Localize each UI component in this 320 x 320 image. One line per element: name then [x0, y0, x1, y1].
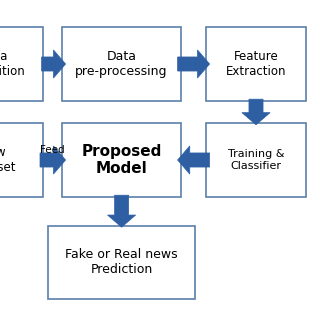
- Text: Data
pre-processing: Data pre-processing: [75, 50, 168, 78]
- Polygon shape: [178, 50, 210, 78]
- FancyBboxPatch shape: [48, 226, 195, 299]
- Polygon shape: [108, 195, 136, 227]
- FancyBboxPatch shape: [0, 27, 43, 101]
- Text: Fake or Real news
Prediction: Fake or Real news Prediction: [65, 248, 178, 276]
- Text: Feed: Feed: [41, 145, 65, 155]
- Text: Proposed
Model: Proposed Model: [81, 144, 162, 176]
- FancyBboxPatch shape: [206, 27, 306, 101]
- Text: New
Dataset: New Dataset: [0, 146, 17, 174]
- FancyBboxPatch shape: [62, 27, 181, 101]
- Text: Feature
Extraction: Feature Extraction: [226, 50, 286, 78]
- Polygon shape: [40, 146, 66, 174]
- Text: Data
Acquisition: Data Acquisition: [0, 50, 26, 78]
- FancyBboxPatch shape: [62, 123, 181, 197]
- Text: Training &
Classifier: Training & Classifier: [228, 149, 284, 171]
- Polygon shape: [42, 50, 66, 78]
- Polygon shape: [242, 99, 270, 125]
- FancyBboxPatch shape: [206, 123, 306, 197]
- FancyBboxPatch shape: [0, 123, 43, 197]
- Polygon shape: [178, 146, 210, 174]
